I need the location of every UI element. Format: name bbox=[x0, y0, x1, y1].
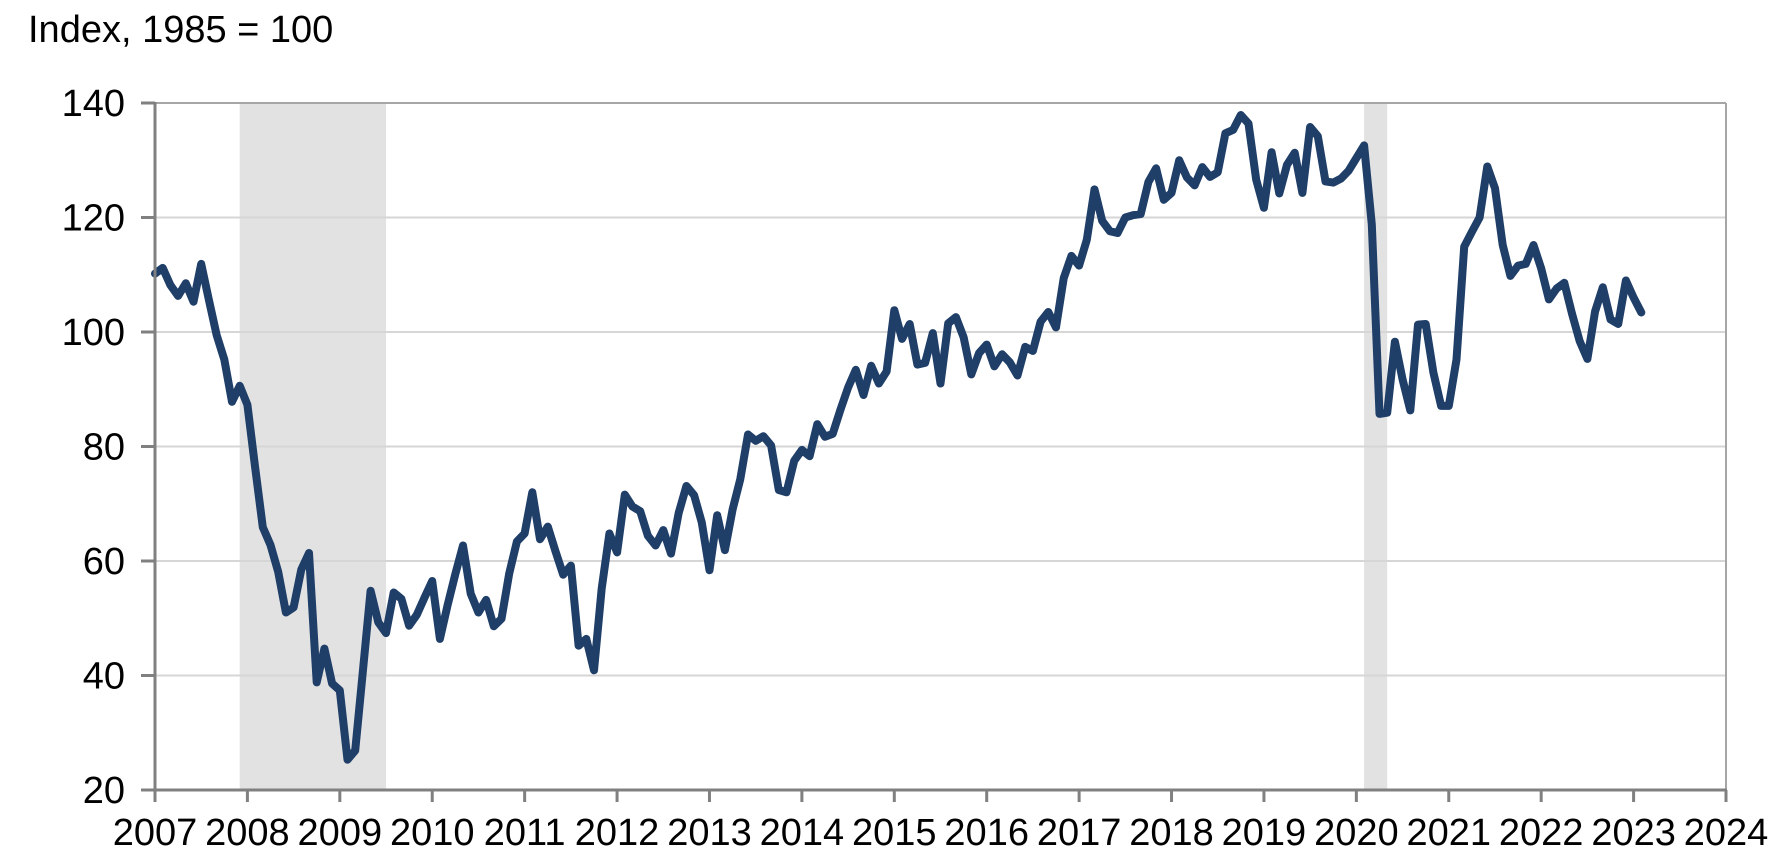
x-tick-label-2013: 2013 bbox=[667, 812, 752, 854]
x-tick-label-2014: 2014 bbox=[760, 812, 845, 854]
y-tick-label-20: 20 bbox=[83, 770, 125, 812]
x-tick-label-2011: 2011 bbox=[484, 812, 566, 854]
x-tick-label-2021: 2021 bbox=[1406, 812, 1491, 854]
x-tick-label-2015: 2015 bbox=[852, 812, 937, 854]
data-line bbox=[151, 111, 1646, 764]
x-tick-label-2020: 2020 bbox=[1314, 812, 1399, 854]
y-tick-label-140: 140 bbox=[62, 83, 125, 125]
x-tick-label-2019: 2019 bbox=[1222, 812, 1307, 854]
x-tick-label-2016: 2016 bbox=[944, 812, 1029, 854]
y-tick-label-100: 100 bbox=[62, 312, 125, 354]
x-tick-label-2009: 2009 bbox=[298, 812, 383, 854]
x-tick-label-2010: 2010 bbox=[390, 812, 475, 854]
x-tick-label-2007: 2007 bbox=[113, 812, 198, 854]
x-tick-label-2024: 2024 bbox=[1684, 812, 1769, 854]
chart-title: Index, 1985 = 100 bbox=[28, 9, 334, 51]
x-tick-label-2017: 2017 bbox=[1037, 812, 1122, 854]
x-tick-label-2012: 2012 bbox=[575, 812, 660, 854]
y-tick-label-40: 40 bbox=[83, 656, 125, 698]
y-tick-label-80: 80 bbox=[83, 427, 125, 469]
y-tick-label-120: 120 bbox=[62, 198, 125, 240]
x-tick-label-2018: 2018 bbox=[1129, 812, 1214, 854]
x-tick-label-2008: 2008 bbox=[205, 812, 290, 854]
x-tick-label-2023: 2023 bbox=[1591, 812, 1676, 854]
y-tick-label-60: 60 bbox=[83, 541, 125, 583]
x-tick-label-2022: 2022 bbox=[1499, 812, 1584, 854]
